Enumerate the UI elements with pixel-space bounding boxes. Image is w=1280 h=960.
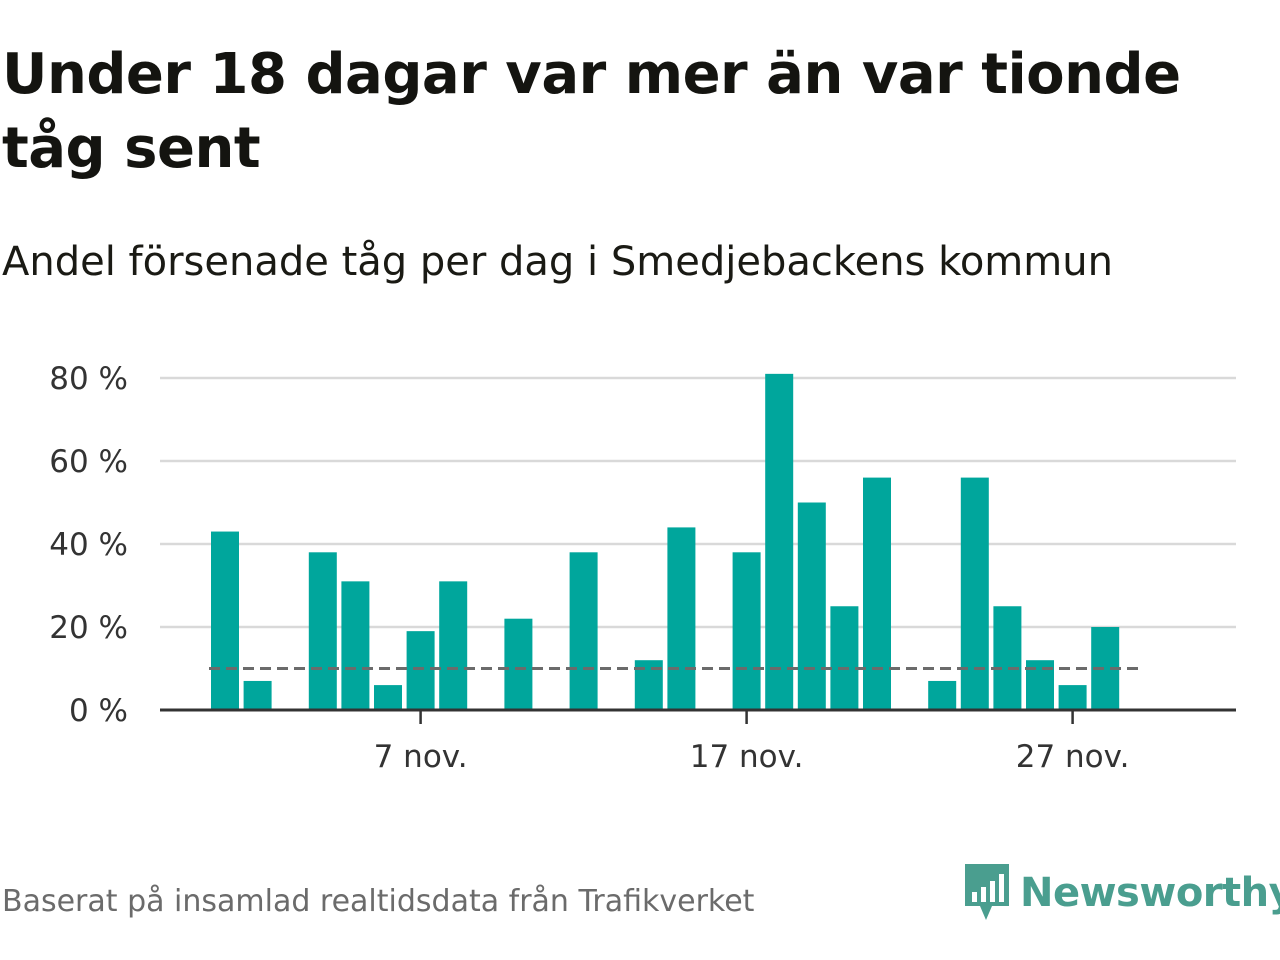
grid-lines — [160, 376, 1236, 629]
bar — [667, 527, 696, 710]
bar — [1058, 685, 1087, 710]
bar — [374, 685, 402, 710]
bar — [308, 552, 337, 710]
newsworthy-logo-icon — [965, 864, 1009, 920]
bar — [830, 606, 859, 710]
bar — [993, 606, 1022, 710]
x-tick-label: 17 nov. — [690, 739, 804, 775]
x-tick-label: 27 nov. — [1016, 739, 1130, 775]
source-note: Baserat på insamlad realtidsdata från Tr… — [2, 884, 755, 919]
y-axis-ticks: 0 % 20 % 40 % 60 % 80 % — [49, 361, 128, 729]
bar — [732, 552, 761, 710]
bar — [504, 618, 533, 710]
bar — [928, 680, 957, 710]
y-tick-label: 0 % — [69, 693, 128, 729]
bars — [211, 373, 1120, 710]
bar — [406, 631, 435, 710]
bar — [765, 373, 794, 710]
bar — [569, 552, 598, 710]
bar — [863, 477, 891, 710]
chart-subtitle: Andel försenade tåg per dag i Smedjeback… — [2, 239, 1113, 285]
bar — [797, 502, 826, 710]
bar — [341, 581, 370, 710]
x-tick-label: 7 nov. — [374, 739, 468, 775]
bar — [243, 680, 272, 710]
bar-chart: 0 % 20 % 40 % 60 % 80 % 7 nov. 17 nov. 27 nov. — [49, 361, 1236, 775]
chart-title: Under 18 dagar var mer än var tionde tåg… — [2, 42, 1181, 181]
y-tick-label: 80 % — [49, 361, 128, 397]
bar — [439, 581, 468, 710]
x-axis-ticks: 7 nov. 17 nov. 27 nov. — [374, 710, 1130, 775]
logo-text: Newsworthy — [1020, 870, 1280, 916]
y-tick-label: 60 % — [49, 444, 128, 480]
y-tick-label: 40 % — [49, 527, 128, 563]
newsworthy-logo: Newsworthy — [962, 862, 1280, 924]
bar — [211, 531, 239, 710]
bar — [960, 477, 989, 710]
y-tick-label: 20 % — [49, 610, 128, 646]
